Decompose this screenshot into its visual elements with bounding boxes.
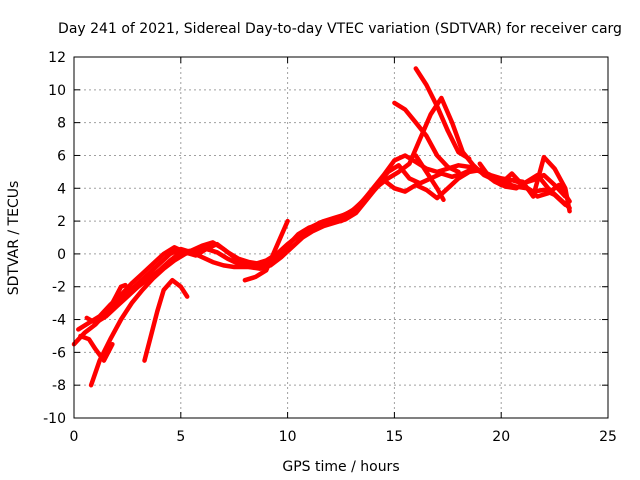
x-tick-label: 0	[70, 429, 79, 445]
y-tick-label: -2	[52, 280, 66, 296]
plot-frame	[73, 56, 609, 419]
series-line-track-1	[71, 153, 568, 347]
y-tick-label: 12	[48, 50, 66, 66]
series-line-track-12	[477, 154, 572, 214]
y-tick-label: 4	[57, 181, 66, 197]
series-line-track-6	[110, 282, 128, 306]
y-tick-labels: -10 -8 -6 -4 -2 0 2 4 6 8 10 12	[43, 50, 66, 427]
data-series	[71, 66, 572, 388]
y-axis-label: SDTVAR / TECUs	[6, 181, 22, 296]
axis-ticks	[73, 56, 609, 419]
y-tick-label: 2	[57, 214, 66, 230]
x-tick-labels: 0 5 10 15 20 25	[70, 429, 617, 445]
grid-lines	[74, 57, 608, 418]
series-line-track-8	[242, 218, 290, 283]
series-line-track-5	[78, 333, 115, 363]
x-axis-label: GPS time / hours	[282, 459, 399, 475]
y-tick-label: 10	[48, 83, 66, 99]
y-tick-label: 0	[57, 247, 66, 263]
y-tick-label: -8	[52, 378, 66, 394]
series-line-track-9	[392, 100, 461, 175]
y-tick-label: -4	[52, 313, 66, 329]
series-line-track-10	[413, 66, 472, 161]
y-tick-label: -6	[52, 345, 66, 361]
series-line-track-2	[76, 163, 572, 332]
x-tick-label: 10	[279, 429, 297, 445]
y-tick-label: 6	[57, 148, 66, 164]
series-line-track-4	[88, 95, 572, 388]
x-tick-label: 15	[385, 429, 403, 445]
series-line-track-11	[413, 153, 446, 203]
y-tick-label: -10	[43, 411, 66, 427]
x-tick-label: 5	[176, 429, 185, 445]
y-tick-label: 8	[57, 116, 66, 132]
x-tick-label: 25	[599, 429, 617, 445]
series-line-track-7	[142, 277, 190, 363]
chart-title: Day 241 of 2021, Sidereal Day-to-day VTE…	[58, 21, 622, 37]
x-tick-label: 20	[492, 429, 510, 445]
